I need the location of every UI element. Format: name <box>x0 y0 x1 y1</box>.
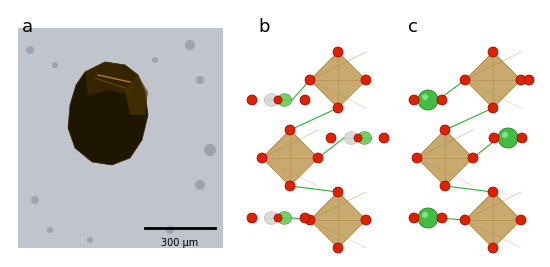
Circle shape <box>31 196 39 204</box>
Text: c: c <box>408 18 418 36</box>
Circle shape <box>166 226 174 234</box>
Polygon shape <box>465 192 521 248</box>
Circle shape <box>326 133 336 143</box>
Ellipse shape <box>277 212 292 224</box>
Polygon shape <box>125 75 148 115</box>
Circle shape <box>437 213 447 223</box>
Circle shape <box>379 133 389 143</box>
Circle shape <box>247 213 257 223</box>
Ellipse shape <box>265 94 279 106</box>
Circle shape <box>305 75 315 85</box>
Circle shape <box>517 133 527 143</box>
Bar <box>18 28 223 248</box>
Ellipse shape <box>358 132 372 144</box>
Circle shape <box>47 227 53 233</box>
Circle shape <box>361 75 371 85</box>
Circle shape <box>300 213 310 223</box>
Circle shape <box>361 215 371 225</box>
Circle shape <box>489 133 499 143</box>
Circle shape <box>204 144 216 156</box>
Circle shape <box>440 125 450 135</box>
Circle shape <box>285 125 295 135</box>
Polygon shape <box>465 52 521 108</box>
Circle shape <box>524 75 534 85</box>
Circle shape <box>87 237 93 243</box>
Circle shape <box>354 134 362 142</box>
Circle shape <box>409 213 419 223</box>
Circle shape <box>257 153 267 163</box>
Circle shape <box>422 212 428 218</box>
Circle shape <box>313 153 323 163</box>
Circle shape <box>333 47 343 57</box>
Circle shape <box>300 95 310 105</box>
Circle shape <box>418 90 438 110</box>
Circle shape <box>440 181 450 191</box>
Text: a: a <box>22 18 33 36</box>
Text: b: b <box>258 18 270 36</box>
Circle shape <box>516 75 526 85</box>
Circle shape <box>468 153 478 163</box>
Circle shape <box>516 215 526 225</box>
Circle shape <box>26 46 34 54</box>
Circle shape <box>195 180 205 190</box>
Circle shape <box>185 40 195 50</box>
Polygon shape <box>417 130 473 186</box>
Circle shape <box>460 75 470 85</box>
Circle shape <box>274 214 282 222</box>
Circle shape <box>196 76 204 84</box>
Circle shape <box>488 243 498 253</box>
Circle shape <box>333 103 343 113</box>
Circle shape <box>502 132 508 138</box>
Text: 300 μm: 300 μm <box>161 238 199 248</box>
Polygon shape <box>310 52 366 108</box>
Ellipse shape <box>265 212 279 224</box>
Polygon shape <box>85 62 138 95</box>
Circle shape <box>418 208 438 228</box>
Circle shape <box>422 94 428 100</box>
Circle shape <box>333 243 343 253</box>
Circle shape <box>488 187 498 197</box>
Circle shape <box>285 181 295 191</box>
Circle shape <box>152 57 158 63</box>
Circle shape <box>52 62 58 68</box>
Circle shape <box>412 153 422 163</box>
Ellipse shape <box>344 132 359 144</box>
Circle shape <box>305 215 315 225</box>
Ellipse shape <box>277 94 292 106</box>
Circle shape <box>460 215 470 225</box>
Polygon shape <box>68 62 148 165</box>
Polygon shape <box>262 130 318 186</box>
Circle shape <box>498 128 518 148</box>
Circle shape <box>409 95 419 105</box>
Circle shape <box>488 103 498 113</box>
Polygon shape <box>310 192 366 248</box>
Circle shape <box>247 95 257 105</box>
Circle shape <box>274 96 282 104</box>
Circle shape <box>437 95 447 105</box>
Circle shape <box>333 187 343 197</box>
Circle shape <box>488 47 498 57</box>
